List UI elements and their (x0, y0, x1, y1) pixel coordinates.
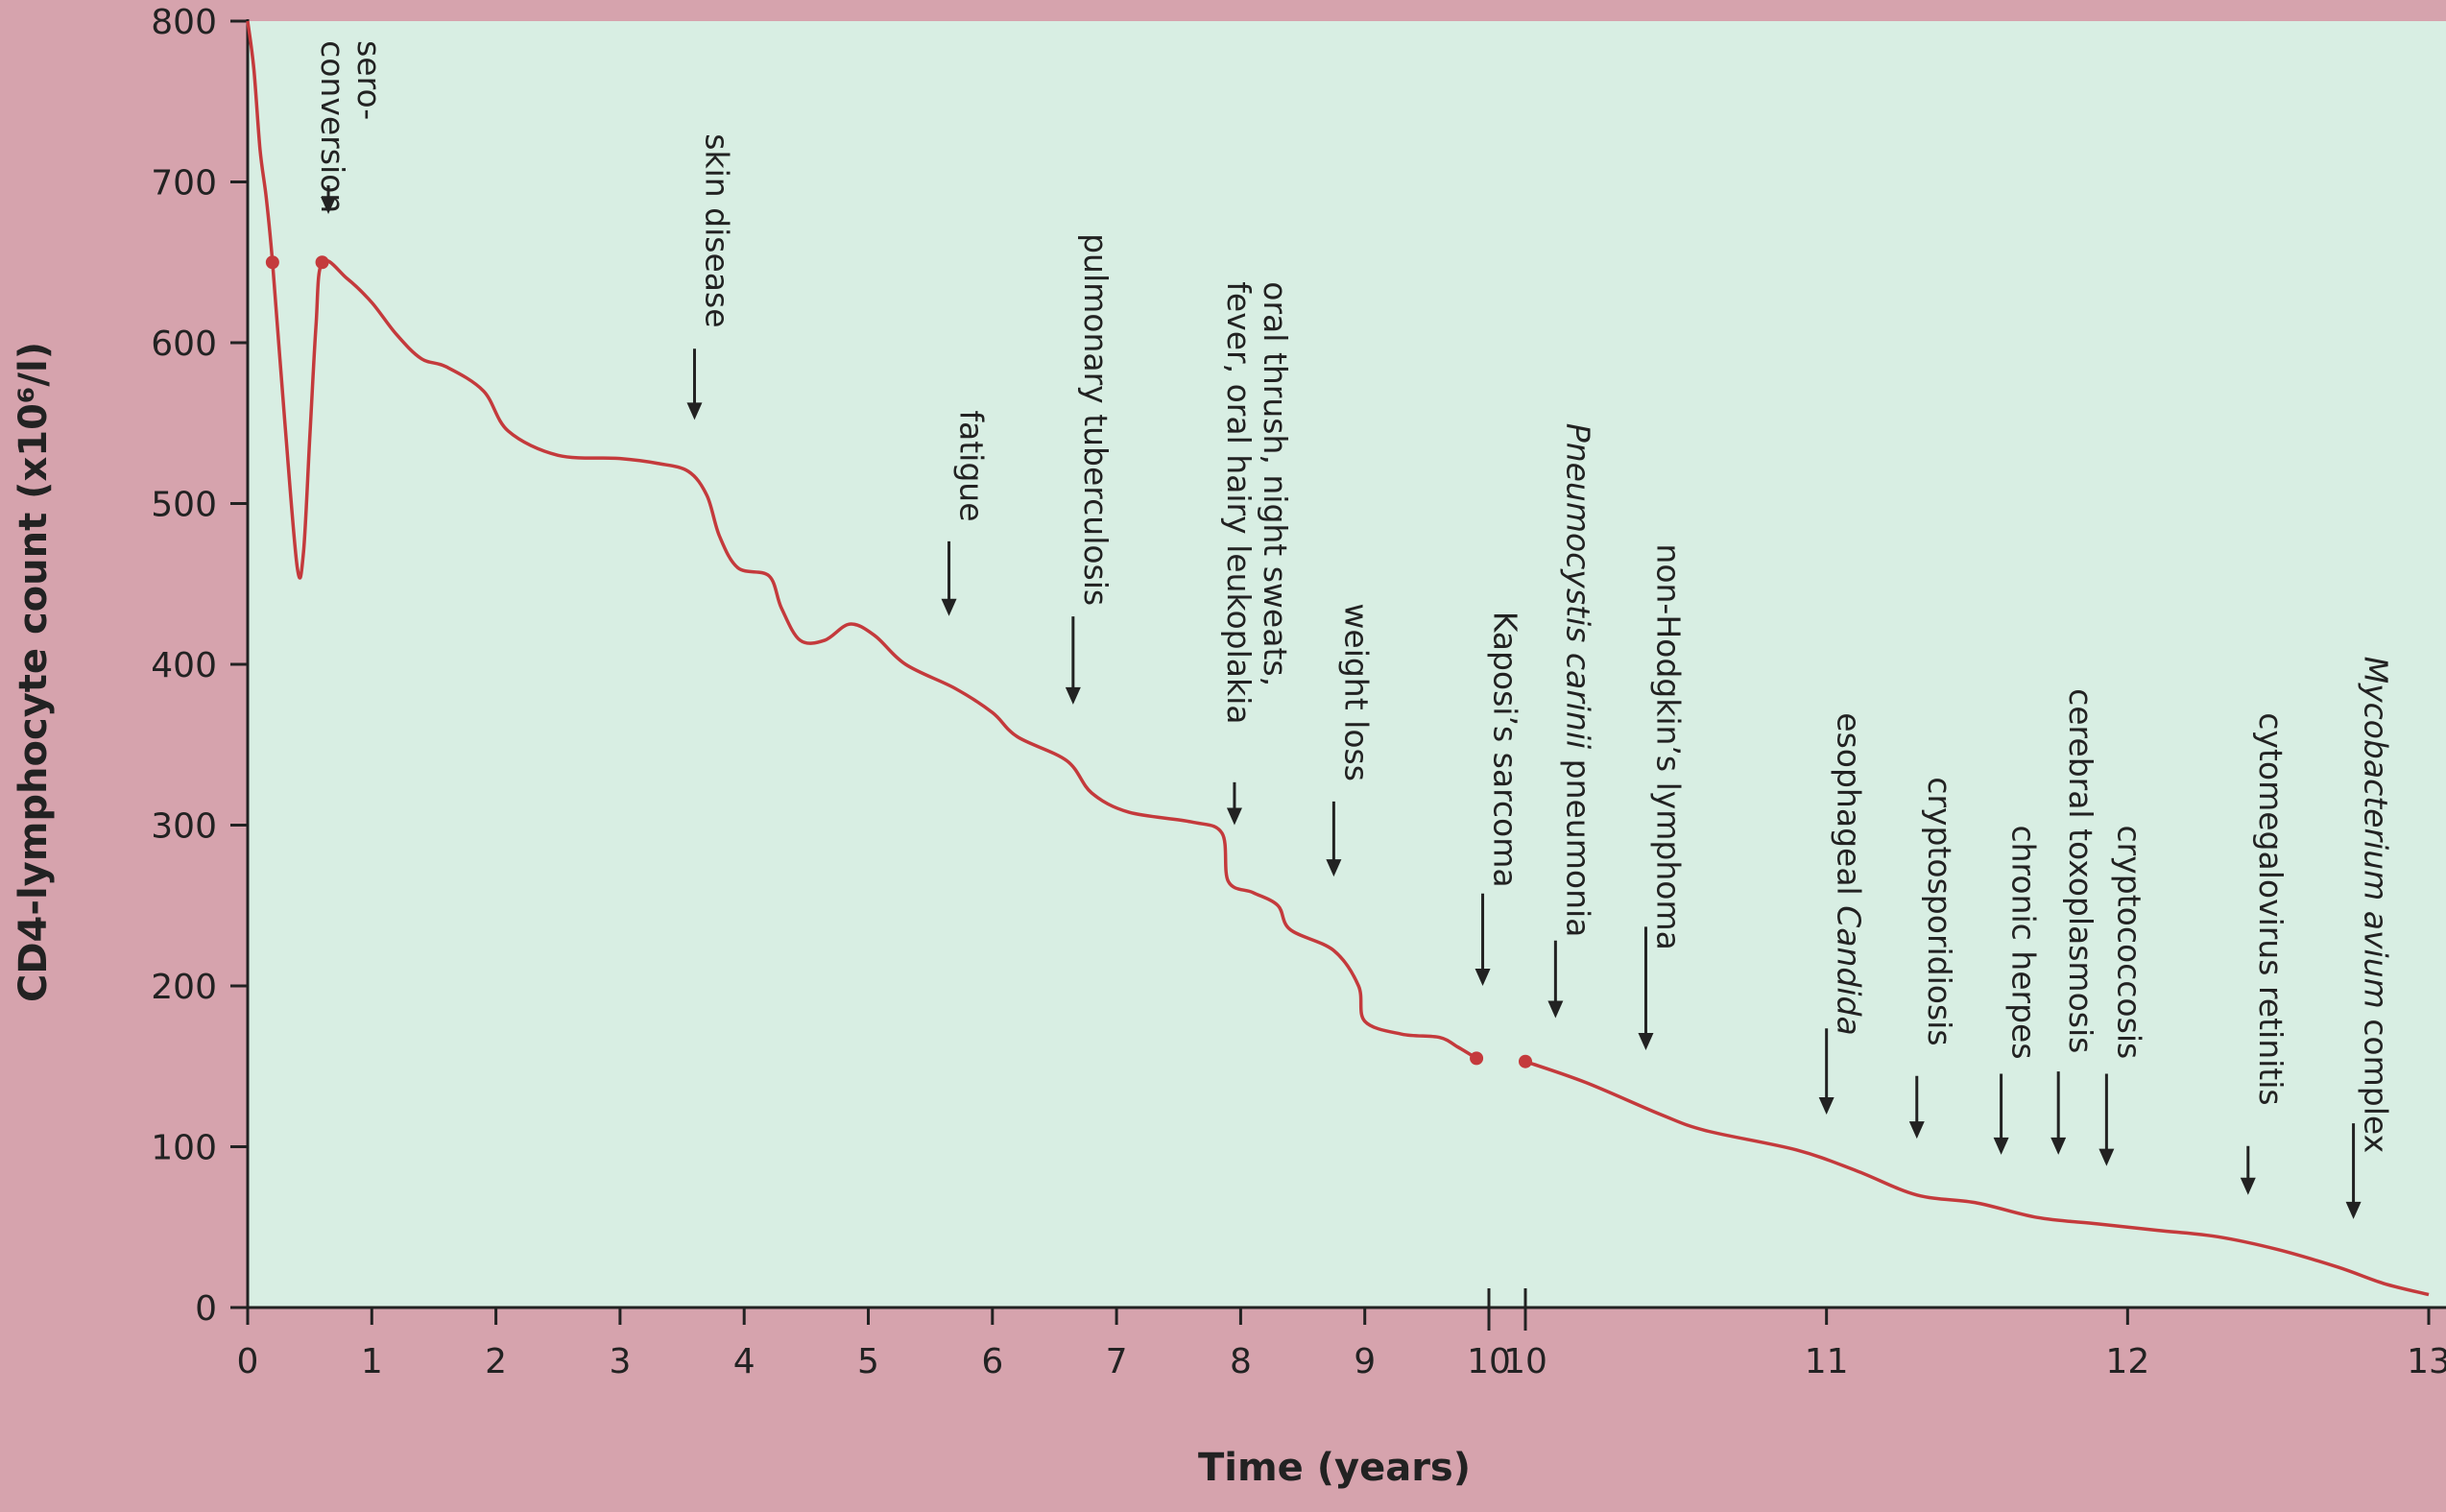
annotation-label: Mycobacterium avium complex (2358, 657, 2395, 1154)
annotation-2: skin disease (686, 133, 736, 420)
annotation-10: esophageal Candida (1818, 712, 1868, 1115)
annotation-15: cytomegalovirus retinitis (2240, 712, 2290, 1195)
annotation-14: cryptococcosis (2098, 826, 2147, 1166)
annotation-arrow-head (1547, 1000, 1564, 1019)
annotation-label: pulmonary tuberculosis (1077, 233, 1115, 606)
y-tick-label: 100 (151, 1129, 217, 1168)
annotation-label: Kaposi’s sarcoma (1487, 612, 1524, 888)
y-tick-label: 500 (151, 486, 217, 525)
x-tick-label: 1 (361, 1342, 383, 1381)
annotation-arrow-head (1908, 1121, 1925, 1140)
annotation-1: sero-conversion (314, 40, 388, 214)
series-layer (246, 20, 2430, 1297)
data-point-marker (1519, 1054, 1532, 1068)
annotation-label: esophageal Candida (1831, 712, 1868, 1035)
data-point-marker (1470, 1051, 1484, 1066)
annotation-8: Pneumocystis carinii pneumonia (1547, 423, 1596, 1019)
y-tick-label: 400 (151, 646, 217, 685)
x-tick-label: 0 (237, 1342, 259, 1381)
annotation-label: cytomegalovirus retinitis (2252, 712, 2290, 1105)
annotation-12: chronic herpes (1993, 826, 2043, 1155)
data-point-marker (315, 255, 329, 270)
annotation-arrow-head (2240, 1177, 2256, 1195)
cd4-series-line-2 (1524, 1060, 2430, 1297)
annotation-label: fever, oral hairy leukoplakia (1220, 281, 1258, 724)
x-tick-label: 2 (485, 1342, 507, 1381)
x-tick-label: 9 (1354, 1342, 1376, 1381)
annotation-arrow-head (686, 402, 703, 420)
annotation-9: non-Hodgkin’s lymphoma (1638, 543, 1688, 1050)
annotation-11: cryptosporidiosis (1908, 777, 1958, 1140)
y-tick-label: 0 (195, 1289, 217, 1329)
x-axis-title: Time (years) (1198, 1446, 1471, 1490)
x-tick-label: 10 (1503, 1342, 1547, 1381)
cd4-series-line-1 (246, 20, 1478, 1060)
annotation-label: non-Hodgkin’s lymphoma (1650, 543, 1688, 949)
annotation-arrow-head (321, 197, 337, 214)
annotation-arrow-head (1638, 1033, 1654, 1050)
annotation-16: Mycobacterium avium complex (2345, 657, 2395, 1219)
y-tick-label: 200 (151, 968, 217, 1007)
annotation-label: cryptosporidiosis (1921, 777, 1958, 1045)
annotation-label: Pneumocystis carinii pneumonia (1559, 423, 1596, 938)
annotation-6: weight loss (1326, 603, 1375, 877)
annotation-label: skin disease (699, 133, 736, 327)
y-tick-label: 300 (151, 807, 217, 847)
annotation-7: Kaposi’s sarcoma (1475, 612, 1524, 986)
annotation-arrow-head (2098, 1148, 2115, 1166)
annotation-arrow-head (1993, 1137, 2009, 1155)
y-tick-label: 600 (151, 324, 217, 364)
annotation-3: fatigue (941, 410, 991, 616)
annotation-arrow-head (941, 598, 957, 616)
y-tick-label: 800 (151, 3, 217, 42)
annotations-layer: sero-conversion skin disease fatigue pulmon… (314, 40, 2395, 1219)
x-tick-label: 7 (1106, 1342, 1128, 1381)
annotation-13: cerebral toxoplasmosis (2050, 688, 2099, 1155)
plot-area (248, 21, 2446, 1308)
annotation-label: conversion (314, 40, 351, 213)
annotation-label: cerebral toxoplasmosis (2062, 688, 2099, 1053)
annotation-arrow-head (1475, 969, 1491, 986)
annotation-label: weight loss (1337, 603, 1375, 781)
annotation-label: chronic herpes (2005, 826, 2043, 1060)
x-tick-label: 10 (1467, 1342, 1511, 1381)
annotation-label: cryptococcosis (2110, 826, 2147, 1060)
annotation-arrow-head (1065, 686, 1081, 705)
annotation-arrow-head (2345, 1201, 2362, 1219)
x-tick-label: 8 (1230, 1342, 1252, 1381)
annotation-label: sero- (350, 40, 388, 120)
annotation-arrow-head (1818, 1097, 1834, 1115)
x-tick-label: 5 (857, 1342, 879, 1381)
annotation-4: pulmonary tuberculosis (1065, 233, 1115, 705)
annotation-label: fatigue (953, 410, 991, 521)
y-axis-title: CD4-lymphocyte count (x10⁶/l) (12, 342, 56, 1002)
y-tick-label: 700 (151, 164, 217, 204)
x-tick-label: 13 (2407, 1342, 2446, 1381)
x-tick-label: 11 (1805, 1342, 1849, 1381)
annotation-label: oral thrush, night sweats, (1257, 281, 1294, 686)
annotation-5: oral thrush, night sweats,fever, oral ha… (1220, 281, 1294, 826)
annotation-arrow-head (2050, 1137, 2067, 1155)
x-tick-label: 6 (981, 1342, 1003, 1381)
x-tick-label: 3 (609, 1342, 631, 1381)
data-point-marker (265, 255, 279, 270)
annotation-arrow-head (1226, 807, 1242, 826)
x-tick-label: 4 (733, 1342, 755, 1381)
x-tick-label: 12 (2105, 1342, 2149, 1381)
annotation-arrow-head (1326, 859, 1342, 877)
